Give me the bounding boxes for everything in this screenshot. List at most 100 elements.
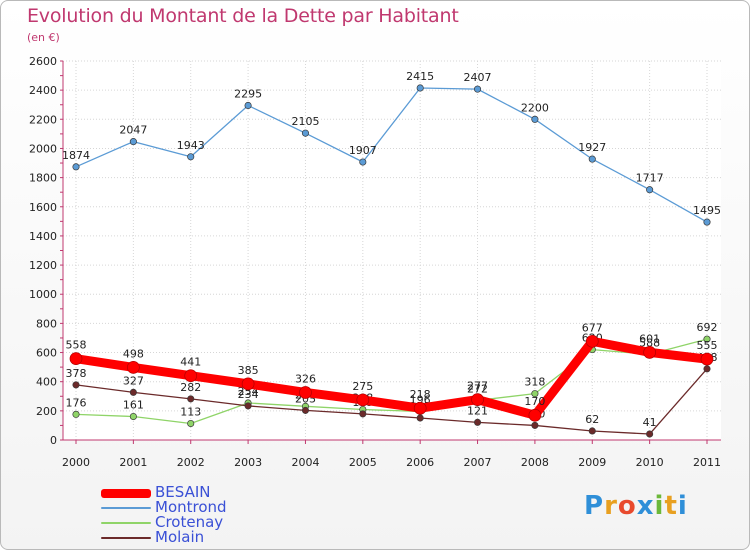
proxiti-logo: Proxiti [584, 491, 688, 521]
data-point-molain [531, 421, 539, 429]
x-tick-label: 2003 [234, 456, 262, 469]
plot-area [63, 61, 721, 440]
data-point-montrond [129, 138, 137, 146]
data-label-montrond: 2415 [406, 70, 434, 83]
y-tick-label: 2200 [29, 113, 57, 126]
series-line-crotenay [75, 338, 708, 425]
data-label-montrond: 1874 [62, 149, 90, 162]
y-tick-label: 1200 [29, 259, 57, 272]
logo-letter: i [654, 491, 665, 521]
data-point-molain [588, 427, 596, 435]
data-label-besain: 385 [238, 364, 259, 377]
legend-swatch-montrond [101, 507, 151, 509]
data-point-molain [359, 410, 367, 418]
data-label-besain: 170 [524, 395, 545, 408]
legend-swatch-molain [101, 537, 151, 539]
data-point-besain [413, 401, 427, 415]
x-tick-label: 2005 [349, 456, 377, 469]
data-point-crotenay [703, 335, 711, 343]
x-tick-label: 2008 [521, 456, 549, 469]
data-label-besain: 677 [582, 321, 603, 334]
logo-letter: x [636, 491, 655, 521]
y-tick-label: 600 [36, 347, 57, 360]
legend-swatch-crotenay [101, 522, 151, 524]
data-label-molain: 234 [238, 388, 259, 401]
data-label-montrond: 1943 [177, 139, 205, 152]
data-point-molain [72, 381, 80, 389]
legend-label-besain: BESAIN [155, 483, 211, 501]
data-label-crotenay: 113 [180, 406, 201, 419]
data-label-montrond: 1927 [578, 141, 606, 154]
data-point-crotenay [187, 419, 195, 428]
data-point-montrond [359, 158, 367, 166]
data-label-besain: 555 [697, 339, 718, 352]
data-point-molain [129, 388, 137, 396]
data-point-montrond [588, 155, 596, 163]
x-tick-label: 2002 [177, 456, 205, 469]
x-tick-label: 2001 [119, 456, 147, 469]
data-point-molain [473, 418, 482, 426]
data-label-crotenay: 272 [467, 382, 488, 395]
logo-letter: P [584, 491, 605, 521]
data-label-besain: 601 [639, 332, 660, 345]
y-tick-label: 2600 [29, 55, 57, 68]
data-point-besain [241, 377, 255, 391]
y-tick-label: 200 [36, 405, 57, 418]
data-point-besain [643, 346, 656, 359]
data-point-montrond [187, 153, 195, 161]
data-label-molain: 41 [643, 416, 657, 429]
data-point-besain [184, 369, 198, 383]
data-label-crotenay: 176 [66, 396, 87, 409]
data-point-montrond [416, 84, 424, 92]
data-point-molain [646, 430, 654, 438]
data-point-molain [301, 406, 310, 414]
data-label-besain: 218 [410, 388, 431, 401]
data-label-montrond: 2105 [291, 115, 319, 128]
data-point-montrond [301, 129, 310, 137]
data-label-montrond: 2047 [119, 124, 147, 137]
series-line-montrond [75, 87, 708, 223]
y-tick-label: 2400 [29, 84, 57, 97]
data-point-molain [416, 414, 424, 422]
data-label-besain: 277 [467, 380, 488, 393]
data-label-molain: 327 [123, 374, 144, 387]
series-line-molain [75, 368, 708, 435]
data-point-crotenay [129, 412, 137, 421]
y-tick-label: 2000 [29, 142, 57, 155]
data-point-besain [585, 334, 599, 348]
data-point-molain [244, 402, 252, 410]
data-label-montrond: 2407 [464, 71, 492, 84]
legend-item-besain: BESAIN [101, 483, 301, 501]
data-label-montrond: 1495 [693, 204, 721, 217]
data-label-crotenay: 588 [639, 336, 660, 349]
data-label-besain: 441 [180, 356, 201, 369]
data-point-besain [528, 408, 542, 422]
data-label-besain: 558 [66, 339, 87, 352]
y-tick-label: 800 [36, 317, 57, 330]
data-label-montrond: 2295 [234, 87, 262, 100]
data-label-montrond: 1717 [636, 172, 664, 185]
y-tick-label: 1800 [29, 172, 57, 185]
data-label-molain: 282 [180, 381, 201, 394]
data-label-besain: 326 [295, 372, 316, 385]
data-label-montrond: 2200 [521, 101, 549, 114]
x-tick-label: 2006 [406, 456, 434, 469]
data-point-besain [69, 352, 83, 366]
logo-letter: o [617, 491, 637, 521]
x-tick-label: 2010 [636, 456, 664, 469]
legend-swatch-besain [101, 489, 151, 498]
data-point-besain [700, 352, 714, 366]
data-label-besain: 498 [123, 347, 144, 360]
y-tick-label: 400 [36, 376, 57, 389]
data-point-besain [356, 393, 370, 407]
data-label-montrond: 1907 [349, 144, 377, 157]
data-label-molain: 62 [585, 413, 599, 426]
legend-item-crotenay: Crotenay [101, 513, 301, 531]
data-point-crotenay [531, 390, 539, 398]
data-label-molain: 378 [66, 367, 87, 380]
y-tick-label: 1400 [29, 230, 57, 243]
data-point-besain [127, 361, 140, 374]
data-point-montrond [72, 163, 80, 171]
y-tick-label: 1600 [29, 201, 57, 214]
